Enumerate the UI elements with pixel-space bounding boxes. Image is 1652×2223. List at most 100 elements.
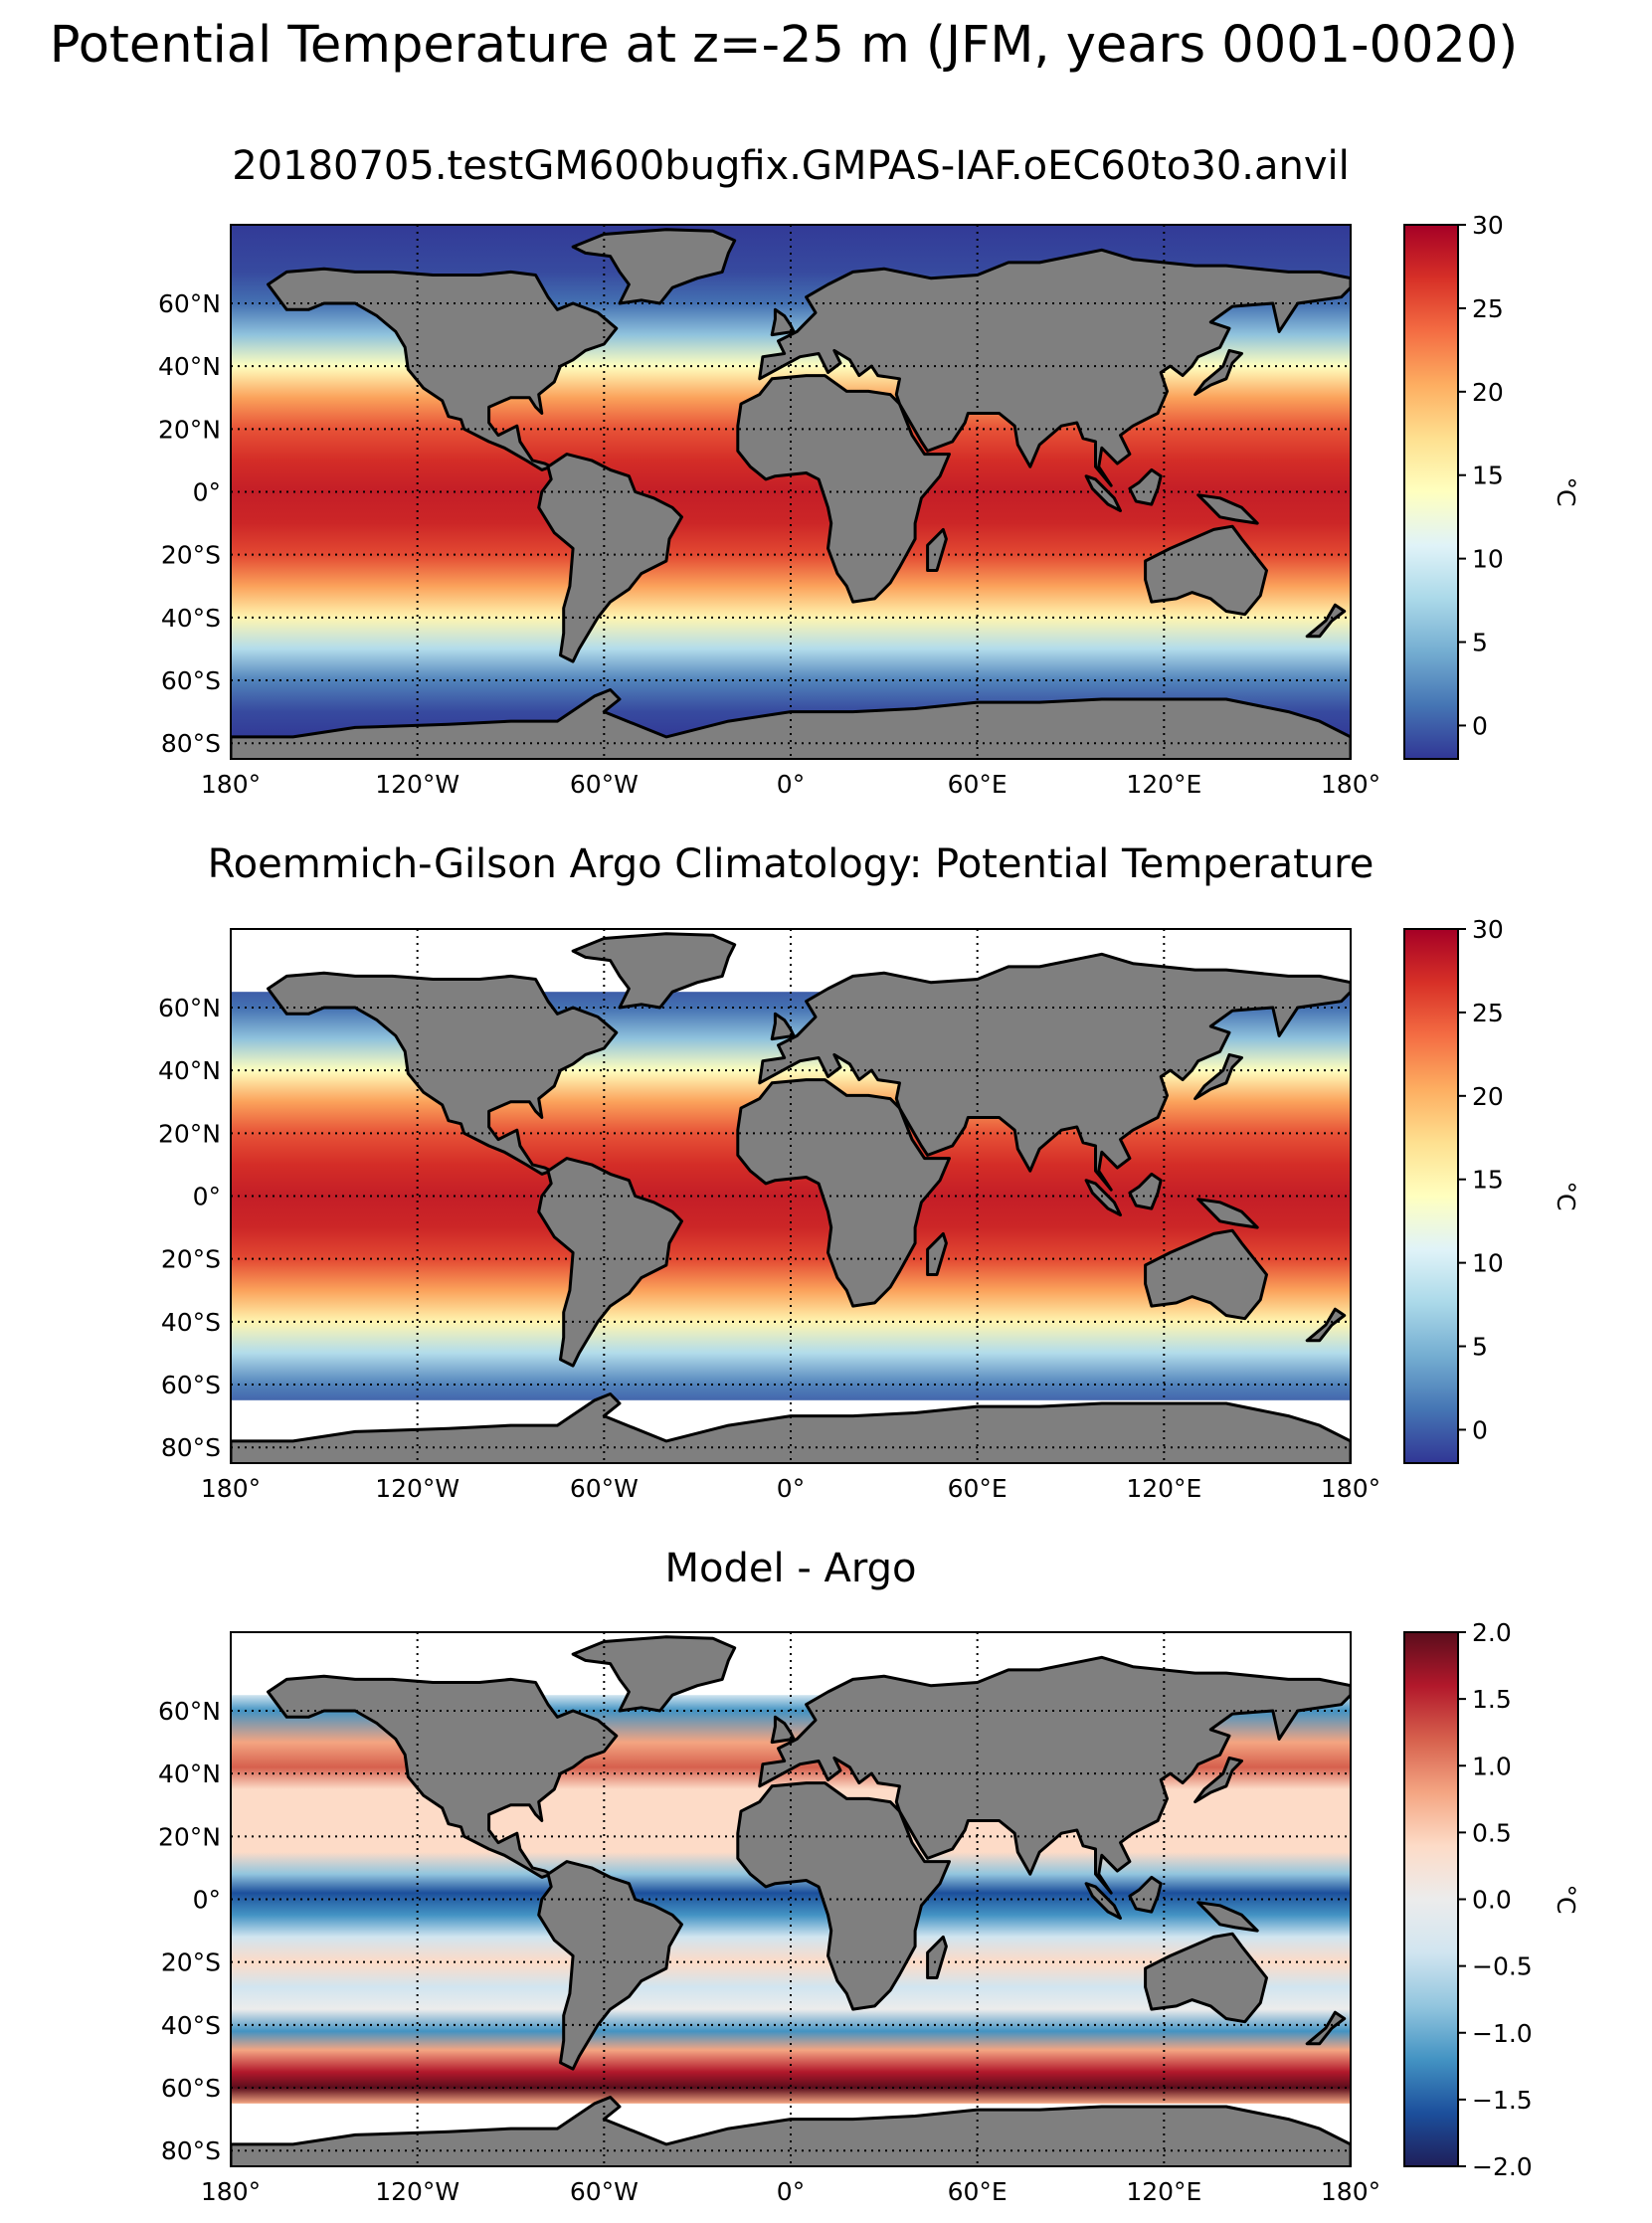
colorbar-scale: [1403, 928, 1459, 1464]
lat-tick-label: 40°N: [158, 352, 221, 381]
land-greenland: [571, 228, 737, 305]
land-new-zealand: [1305, 1307, 1347, 1343]
land-sumatra: [1084, 474, 1122, 512]
map-frame: [230, 1631, 1352, 2167]
lon-tick-label: 120°W: [375, 770, 459, 799]
lat-tick-label: 20°S: [161, 541, 221, 570]
lat-tick-label: 0°: [193, 1886, 221, 1915]
land-north-america: [267, 1674, 619, 1879]
colorbar-label: °C: [1552, 1885, 1580, 1915]
land-new-guinea: [1196, 493, 1259, 525]
lon-tick-label: 120°W: [375, 2177, 459, 2206]
land-borneo: [1128, 1172, 1163, 1210]
colorbar-tick-label: 15: [1472, 462, 1504, 490]
colorbar-tick-label: 1.5: [1472, 1685, 1512, 1714]
colorbar-label: °C: [1552, 477, 1580, 507]
land-antarctica: [231, 688, 1351, 759]
lat-tick-label: 40°S: [161, 1308, 221, 1337]
lon-tick-label: 120°W: [375, 1474, 459, 1503]
panel-title: 20180705.testGM600bugfix.GMPAS-IAF.oEC60…: [232, 143, 1350, 189]
colorbar-scale: [1403, 224, 1459, 760]
colorbar-tick-label: 1.0: [1472, 1752, 1512, 1780]
map-area: [231, 929, 1351, 1463]
colorbar-tick-label: 20: [1472, 1082, 1504, 1111]
panel-title: Roemmich-Gilson Argo Climatology: Potent…: [208, 841, 1375, 887]
land-australia: [1144, 524, 1268, 617]
colorbar-tick-label: 20: [1472, 378, 1504, 407]
lon-tick-label: 60°W: [570, 2177, 639, 2206]
lat-tick-label: 80°S: [161, 729, 221, 758]
lat-tick-label: 80°S: [161, 2136, 221, 2165]
lon-tick-label: 120°E: [1126, 2177, 1201, 2206]
lat-tick-label: 20°N: [158, 1119, 221, 1148]
colorbar-tick-label: 25: [1472, 294, 1504, 323]
land-great-britain: [770, 1715, 796, 1745]
colorbar-tick-label: 10: [1472, 545, 1504, 574]
lat-tick-label: 40°S: [161, 604, 221, 633]
land-madagascar: [926, 1935, 948, 1979]
lon-tick-label: 0°: [777, 770, 805, 799]
land-greenland: [571, 1635, 737, 1713]
panel-model: 20180705.testGM600bugfix.GMPAS-IAF.oEC60…: [158, 143, 1580, 799]
colorbar-tick-label: 0.0: [1472, 1886, 1512, 1915]
colorbar-tick-label: 5: [1472, 1333, 1488, 1362]
colorbar-tick-label: 10: [1472, 1249, 1504, 1278]
colorbar-tick-label: 30: [1472, 211, 1504, 240]
lat-tick-label: 40°N: [158, 1760, 221, 1788]
land-japan: [1193, 1756, 1243, 1804]
lat-tick-label: 60°S: [161, 666, 221, 695]
lat-tick-label: 60°N: [158, 289, 221, 318]
colorbar-tick-label: −0.5: [1472, 1952, 1533, 1981]
land-great-britain: [770, 1012, 796, 1041]
lon-tick-label: 60°E: [948, 1474, 1008, 1503]
land-north-america: [267, 971, 619, 1176]
land-borneo: [1128, 467, 1163, 506]
land-japan: [1193, 348, 1243, 397]
land-borneo: [1128, 1875, 1163, 1914]
lat-tick-label: 20°S: [161, 1245, 221, 1274]
lon-tick-label: 180°: [201, 770, 261, 799]
panel-obs: Roemmich-Gilson Argo Climatology: Potent…: [158, 841, 1580, 1503]
land-australia: [1144, 1932, 1268, 2024]
lat-tick-label: 20°N: [158, 415, 221, 444]
land-antarctica: [231, 2096, 1351, 2166]
gridlines: [231, 1632, 1351, 2166]
lon-tick-label: 180°: [1321, 1474, 1380, 1503]
colorbar-tick-label: 2.0: [1472, 1618, 1512, 1647]
lon-tick-label: 120°E: [1126, 770, 1201, 799]
land-greenland: [571, 932, 737, 1010]
panel-bias: Model - Argo 60°N 40°N 20°N 0° 20°S 40°S 60°S 80…: [158, 1546, 1580, 2206]
land-great-britain: [770, 307, 796, 337]
lon-tick-label: 180°: [1321, 2177, 1380, 2206]
figure-title: Potential Temperature at z=-25 m (JFM, y…: [50, 16, 1518, 75]
lon-tick-label: 60°W: [570, 1474, 639, 1503]
map-frame: [230, 224, 1352, 760]
land-africa: [736, 374, 951, 604]
land-africa: [736, 1781, 951, 2011]
land-new-guinea: [1196, 1901, 1259, 1933]
colorbar: 30 25 20 15 10 5 0 °C: [1403, 915, 1580, 1464]
land-antarctica: [231, 1392, 1351, 1463]
lat-tick-label: 60°S: [161, 1371, 221, 1399]
land-sumatra: [1084, 1882, 1122, 1920]
colorbar-tick-label: −1.5: [1472, 2086, 1533, 2115]
lat-tick-label: 40°N: [158, 1056, 221, 1085]
colorbar-tick-label: 5: [1472, 629, 1488, 657]
colorbar-tick-label: 25: [1472, 999, 1504, 1027]
colorbar-tick-label: −1.0: [1472, 2019, 1533, 2048]
lat-tick-label: 40°S: [161, 2011, 221, 2040]
lon-tick-label: 0°: [777, 1474, 805, 1503]
colorbar-scale: [1403, 1631, 1459, 2167]
land-australia: [1144, 1228, 1268, 1321]
colorbar-tick-label: 15: [1472, 1166, 1504, 1195]
lat-tick-label: 60°N: [158, 1697, 221, 1726]
lat-tick-label: 60°N: [158, 994, 221, 1022]
colorbar-tick-label: 0.5: [1472, 1818, 1512, 1847]
land-new-guinea: [1196, 1198, 1259, 1229]
map-area: [231, 1632, 1351, 2166]
colorbar-label: °C: [1552, 1182, 1580, 1211]
panel-title: Model - Argo: [665, 1546, 917, 1591]
lat-tick-label: 0°: [193, 478, 221, 507]
lon-tick-label: 180°: [201, 2177, 261, 2206]
